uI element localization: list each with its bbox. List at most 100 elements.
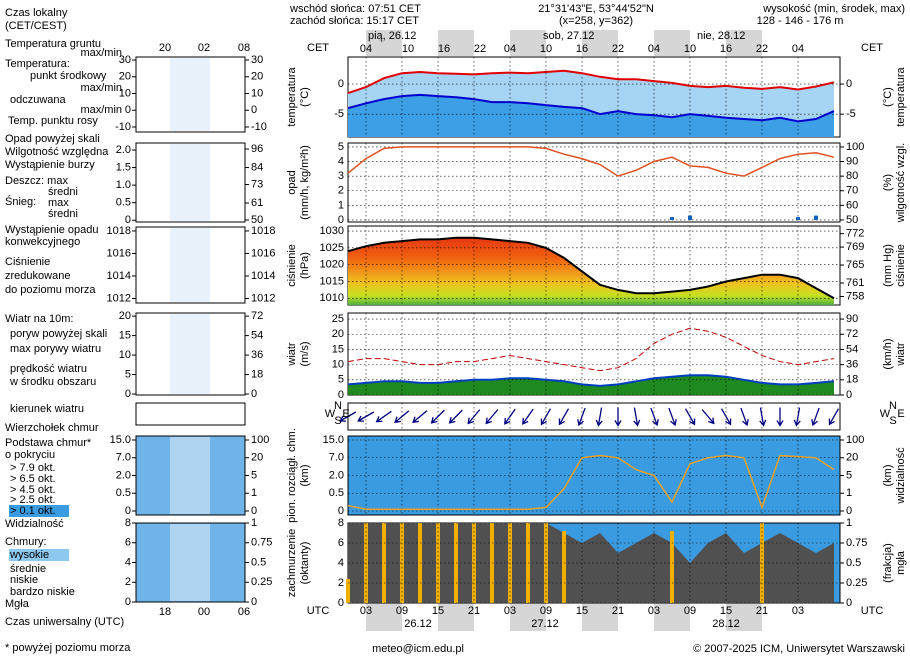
x-tick-label: 06 — [238, 606, 250, 618]
y-tick-label: 1016 — [107, 247, 131, 259]
y-tick-label: 20 — [119, 71, 131, 83]
x-tick-label: 10 — [684, 43, 696, 55]
y-tick-label: 2.0 — [116, 469, 131, 481]
y-tick-label: 2 — [338, 185, 344, 197]
label: * powyżej poziomu morza — [5, 642, 131, 654]
wind-arrow — [540, 408, 552, 426]
label: wschód słońca: 07:51 CET — [289, 3, 421, 15]
y-tick-label: 1.5 — [116, 161, 131, 173]
legend-text: średni — [48, 186, 78, 198]
axis-title: (km/h) — [882, 338, 894, 369]
legend-entry: prędkość wiatru — [10, 363, 87, 375]
legend-entry: kierunek wiatru — [10, 403, 84, 415]
y-tick-label: 4 — [338, 155, 344, 167]
y-tick-label: 10 — [119, 87, 131, 99]
label-bg — [9, 549, 69, 561]
y-tick-label: 0 — [125, 505, 131, 517]
pressure-area — [348, 237, 834, 305]
axis-title: temperatura — [286, 66, 298, 126]
y-tick-label: 1020 — [320, 259, 344, 271]
fog-bar — [562, 531, 566, 603]
x-tick-label: 21 — [468, 605, 480, 617]
legend-shade — [170, 314, 210, 394]
y2-tick-label: 0.25 — [846, 577, 867, 589]
legend-text: Wystąpienie opadu — [5, 224, 98, 236]
y2-tick-label: 0 — [846, 597, 852, 609]
temperature-line — [347, 69, 835, 95]
legend-text: > 7.9 okt. — [10, 462, 56, 474]
legend-text: wysokie — [9, 549, 49, 561]
y2-tick-label: 100 — [251, 434, 269, 446]
y-tick-label: 5 — [338, 374, 344, 386]
y2-tick-label: 765 — [846, 259, 864, 271]
wind-arrow — [467, 409, 481, 425]
compass: N — [334, 400, 342, 412]
precip-bar — [688, 215, 692, 220]
legend-text: > 6.5 okt. — [10, 473, 56, 485]
time-band — [726, 603, 762, 631]
axis-title: (mm Hg) — [882, 244, 894, 287]
y-tick-label: 5 — [338, 141, 344, 153]
y2-tick-label: 0 — [251, 505, 257, 517]
date-label: 26.12 — [404, 618, 432, 630]
y2-tick-label: 1018 — [251, 225, 275, 237]
pressure-line — [347, 236, 835, 300]
wind-arrow — [650, 407, 659, 427]
y2-tick-label: 18 — [251, 368, 263, 380]
legend-text: Ciśnienie — [5, 256, 50, 268]
time-band — [438, 603, 474, 631]
axis-title: (%) — [882, 174, 894, 191]
y2-tick-label: 100 — [846, 141, 864, 153]
temperature-line — [347, 93, 835, 123]
time-band — [582, 30, 618, 56]
x-tick-label: 00 — [198, 606, 210, 618]
y2-tick-label: 758 — [846, 290, 864, 302]
wind-arrow — [828, 408, 840, 426]
legend-text: Temperatura: — [5, 58, 70, 70]
x-tick-label: 15 — [720, 605, 732, 617]
y2-tick-label: 73 — [251, 178, 263, 190]
y2-tick-label: 0 — [251, 104, 257, 116]
x-tick-label: 09 — [396, 605, 408, 617]
wind-arrow — [448, 409, 463, 424]
day-label: nie, 28.12 — [697, 30, 745, 42]
x-tick-label: 03 — [360, 605, 372, 617]
y2-tick-label: 0.25 — [251, 576, 272, 588]
legend-entry: odczuwana — [10, 94, 67, 106]
x-tick-label: 04 — [360, 43, 372, 55]
time-band — [510, 30, 546, 56]
y-tick-label: 7.0 — [116, 452, 131, 464]
y2-tick-label: 50 — [846, 214, 858, 226]
y-tick-label: 1015 — [320, 275, 344, 287]
y2-tick-label: 0.75 — [251, 537, 272, 549]
legend-shade — [170, 437, 210, 514]
y2-tick-label: 761 — [846, 277, 864, 289]
y-tick-label: 0 — [338, 505, 344, 517]
y-tick-label: 25 — [332, 313, 344, 325]
time-band — [366, 30, 402, 56]
y-tick-label: 1025 — [320, 242, 344, 254]
y2-tick-label: 0 — [846, 505, 852, 517]
y2-tick-label: 772 — [846, 228, 864, 240]
axis-title: wiatr — [895, 342, 907, 367]
legend-text: średnie — [10, 563, 46, 575]
x-tick-label: 16 — [720, 43, 732, 55]
visibility-line — [347, 454, 835, 510]
time-band — [654, 30, 690, 56]
y-tick-label: 2.0 — [329, 469, 344, 481]
legend-text: max/min — [80, 82, 122, 94]
legend-text: średni — [48, 208, 78, 220]
wind-arrow — [793, 407, 801, 427]
x-tick-label: 04 — [792, 43, 804, 55]
y2-tick-label: 1 — [251, 487, 257, 499]
x-tick-label: 09 — [540, 605, 552, 617]
axis-title: (m/s) — [299, 341, 311, 366]
compass: E — [342, 408, 349, 420]
wind-arrow — [522, 408, 534, 425]
y-tick-label: 8 — [338, 517, 344, 529]
axis-title: (oktanty) — [299, 542, 311, 585]
wind-arrow — [577, 407, 586, 427]
y-tick-label: 2.0 — [116, 144, 131, 156]
label: meteo@icm.edu.pl — [372, 643, 464, 655]
wind-arrow — [684, 408, 696, 426]
